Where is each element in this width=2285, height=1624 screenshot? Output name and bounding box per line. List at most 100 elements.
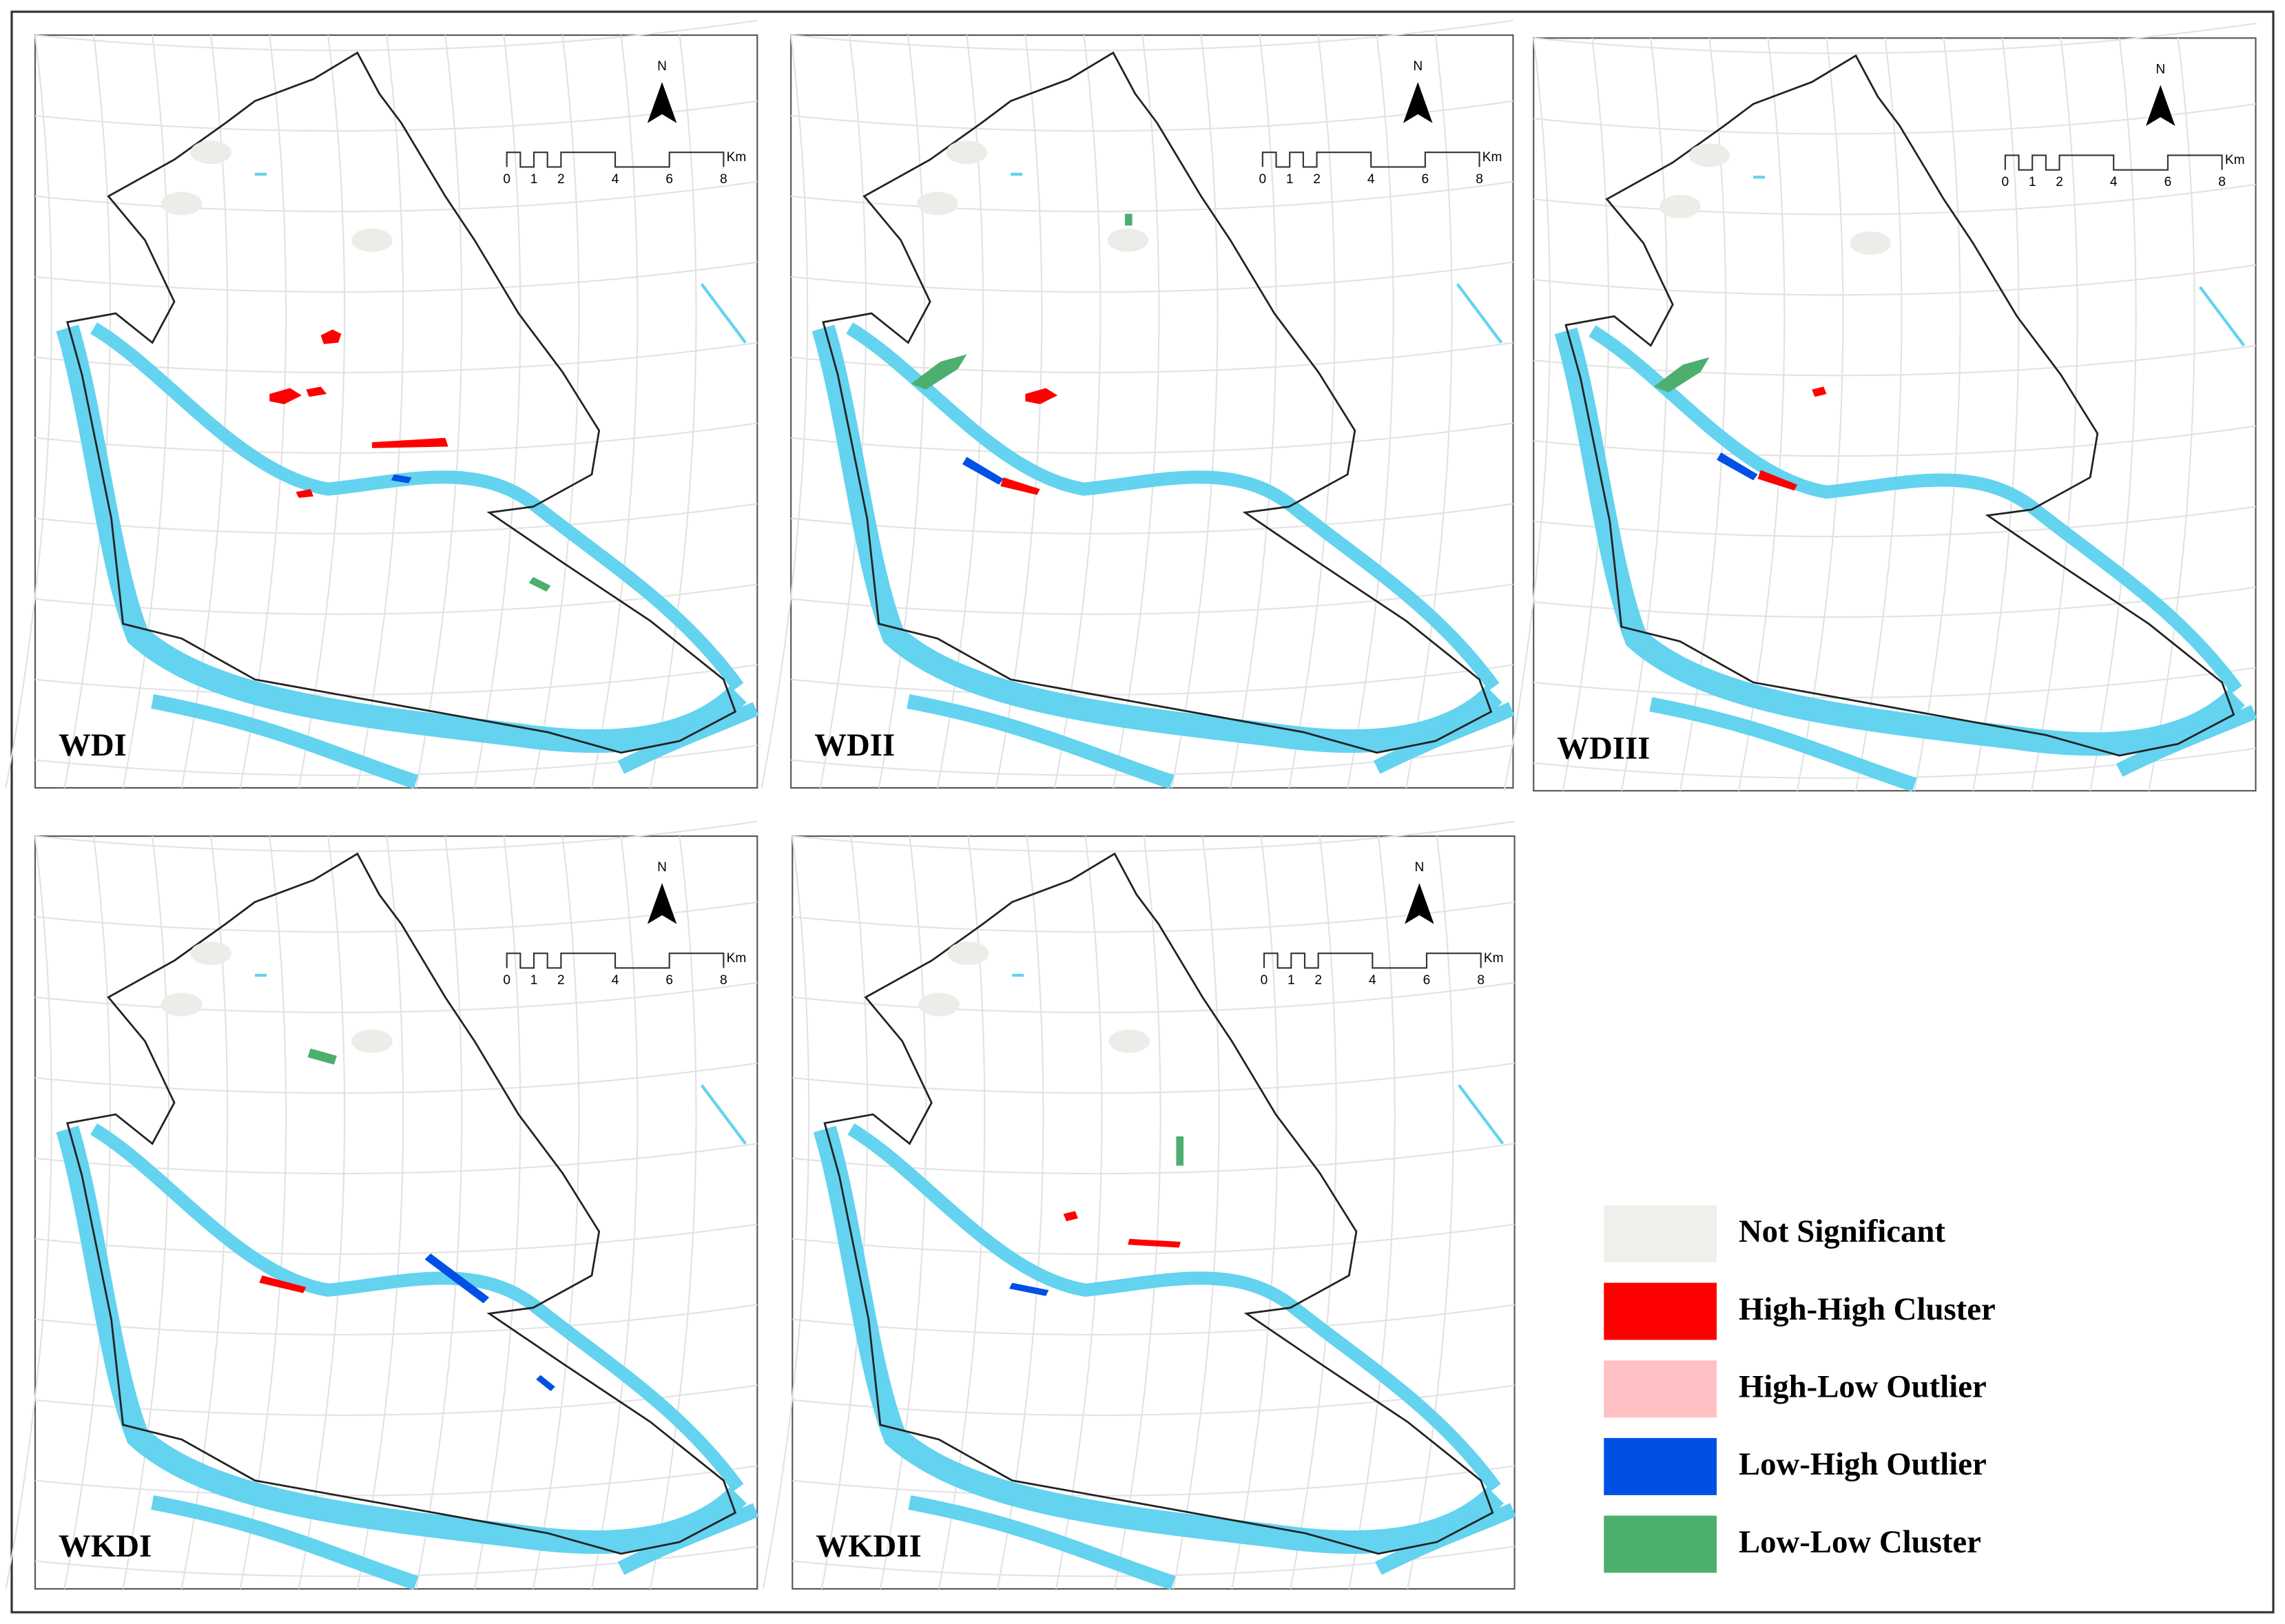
scale-unit: Km [1482, 150, 1502, 165]
cluster-area [962, 457, 1004, 485]
panel-frame [790, 34, 1514, 789]
north-arrow [1403, 82, 1433, 123]
panel-frame [34, 34, 758, 789]
legend-label: High-High Cluster [1739, 1291, 1996, 1327]
road [34, 261, 758, 293]
north-label: N [2155, 62, 2165, 76]
panel-frame [1533, 37, 2257, 792]
river [846, 322, 1500, 691]
road [34, 1062, 758, 1094]
road [122, 835, 170, 1590]
road [415, 835, 463, 1590]
road [792, 1304, 1515, 1335]
road-network [5, 19, 758, 789]
road [1348, 835, 1396, 1590]
river [151, 1495, 759, 1590]
scale-tick-label: 2 [1313, 172, 1321, 187]
not-significant-area [161, 992, 203, 1017]
panel-frame [792, 835, 1516, 1590]
river [1649, 697, 2257, 792]
cluster-area [528, 576, 551, 592]
road [819, 34, 867, 789]
scale-tick-label: 8 [2218, 175, 2226, 189]
road [122, 34, 170, 789]
legend-swatch [1604, 1360, 1717, 1418]
river [1012, 973, 1505, 1145]
road [996, 835, 1044, 1590]
scale-tick-label: 4 [1367, 172, 1375, 187]
river [254, 973, 747, 1145]
road [298, 835, 346, 1590]
road [590, 34, 639, 789]
road [532, 835, 580, 1590]
road [1407, 835, 1454, 1590]
scale-tick-label: 6 [665, 973, 673, 988]
road [792, 1062, 1515, 1094]
road [532, 34, 580, 789]
scale-tick-label: 0 [1261, 973, 1268, 988]
road [1170, 34, 1219, 789]
road [878, 34, 926, 789]
legend-swatch [1604, 1205, 1717, 1262]
river [254, 172, 747, 344]
road [34, 1223, 758, 1256]
district-boundary [822, 51, 1493, 754]
north-arrow [647, 883, 677, 924]
road [1055, 835, 1103, 1590]
cluster-area [269, 388, 302, 404]
road [792, 820, 1515, 853]
cluster-area [1653, 357, 1710, 393]
road [1290, 835, 1337, 1590]
cluster-area [911, 354, 967, 390]
scale-tick-label: 2 [557, 172, 565, 187]
river [1753, 176, 2246, 347]
road [1231, 835, 1279, 1590]
road [1533, 425, 2256, 457]
legend-label: Low-Low Cluster [1739, 1524, 1981, 1560]
road [1405, 34, 1453, 789]
cluster-area [306, 386, 327, 397]
legend-label: Not Significant [1739, 1214, 1946, 1249]
map-panel: N 0 1 2 4 6 8 Km WKDII [762, 820, 1516, 1590]
not-significant-area [946, 140, 988, 165]
cluster-area [307, 1048, 338, 1065]
road [415, 34, 463, 789]
scale-tick-label: 2 [557, 973, 565, 988]
not-significant-area [918, 992, 960, 1017]
road [1288, 34, 1336, 789]
road [5, 835, 53, 1590]
road [34, 180, 758, 213]
scale-tick-label: 4 [612, 172, 619, 187]
cluster-area [424, 1253, 490, 1304]
not-significant-area [1688, 143, 1730, 167]
road [5, 34, 53, 789]
road [2089, 38, 2137, 791]
road [1533, 22, 2256, 54]
cluster-area [1717, 452, 1758, 481]
road [34, 1465, 758, 1497]
road [761, 34, 809, 789]
legend-swatch [1604, 1515, 1717, 1573]
panel-label: WDI [59, 727, 127, 763]
scale-unit: Km [1484, 951, 1504, 966]
scale-tick-label: 1 [2029, 175, 2036, 189]
map-panel: N 0 1 2 4 6 8Km WDI [5, 19, 759, 789]
road [1053, 34, 1102, 789]
cluster-area [296, 489, 314, 498]
road [879, 835, 927, 1590]
road [1172, 835, 1220, 1590]
scale-tick-label: 0 [2002, 175, 2009, 189]
scale-bar [1261, 152, 1480, 168]
road [1347, 34, 1394, 789]
cluster-area [1000, 477, 1040, 495]
scale-bar [506, 952, 725, 969]
road [2031, 38, 2078, 791]
scale-tick-label: 0 [503, 973, 510, 988]
scale-unit: Km [2225, 153, 2245, 167]
road [1533, 506, 2256, 538]
scale-tick-label: 1 [1286, 172, 1294, 187]
road [63, 835, 112, 1590]
north-arrow [1405, 883, 1434, 924]
district-boundary [823, 852, 1494, 1555]
map-panel: N 0 1 2 4 6 8 Km WDIII [1503, 22, 2257, 792]
